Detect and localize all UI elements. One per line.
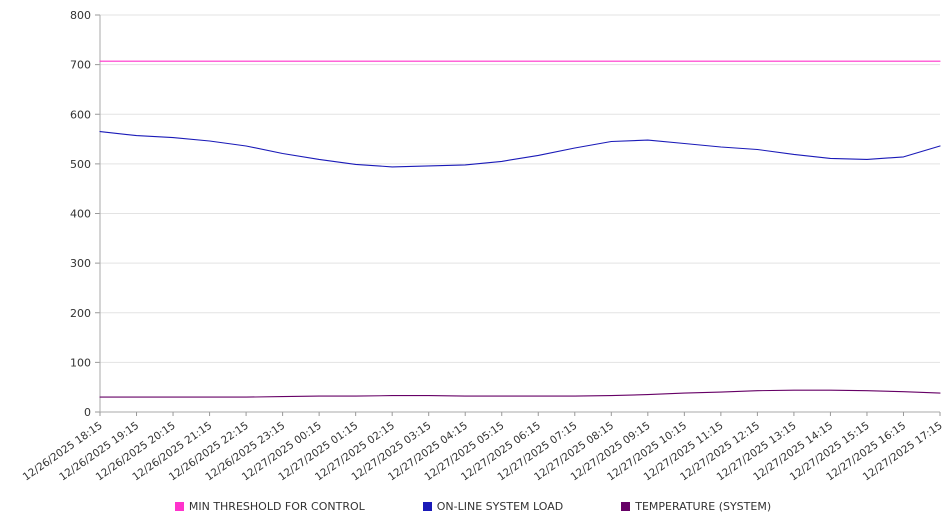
legend-label-temperature: TEMPERATURE (SYSTEM) (635, 499, 772, 513)
y-tick-label: 700 (70, 59, 91, 72)
legend-item-temperature: TEMPERATURE (SYSTEM) (621, 500, 771, 513)
y-tick-label: 600 (70, 108, 91, 121)
legend-label-min-threshold: MIN THRESHOLD FOR CONTROL (188, 499, 365, 513)
y-tick-label: 200 (70, 307, 91, 320)
series-line-2 (99, 389, 941, 398)
legend-item-min-threshold: MIN THRESHOLD FOR CONTROL (174, 499, 365, 513)
y-tick-label: 0 (84, 406, 91, 419)
y-tick-label: 800 (70, 9, 91, 22)
legend-item-online-system-load: ON-LINE SYSTEM LOAD (422, 499, 564, 513)
legend-label-online-system-load: ON-LINE SYSTEM LOAD (436, 499, 564, 513)
online-system-load-swatch-icon (422, 501, 432, 511)
min-threshold-swatch-icon (174, 501, 184, 511)
series-line-1 (99, 131, 941, 168)
y-tick-label: 400 (70, 208, 91, 221)
chart-legend: MIN THRESHOLD FOR CONTROL ON-LINE SYSTEM… (0, 496, 946, 516)
y-tick-label: 300 (70, 257, 91, 270)
y-tick-label: 500 (70, 158, 91, 171)
y-tick-label: 100 (70, 356, 91, 369)
temperature-swatch-icon (621, 501, 631, 511)
